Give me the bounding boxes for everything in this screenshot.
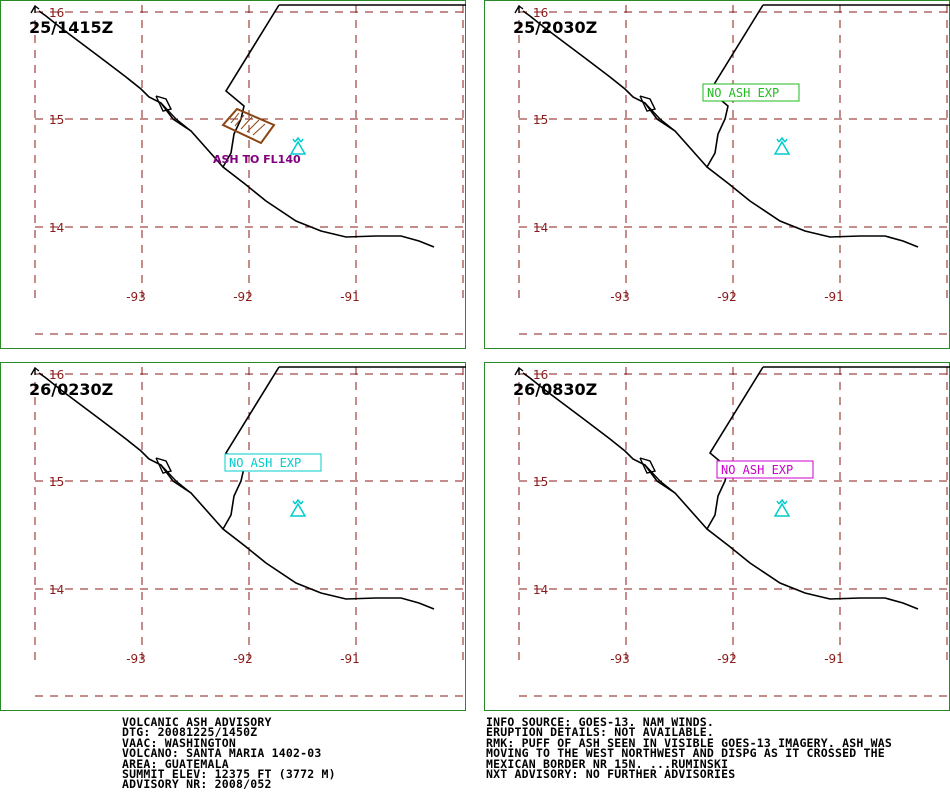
no-ash-label: NO ASH EXP <box>721 463 793 477</box>
advisory-right: INFO SOURCE: GOES-13. NAM WINDS. ERUPTIO… <box>486 715 893 782</box>
panel-timestamp: 25/2030Z <box>513 18 598 37</box>
no-ash-box <box>702 83 800 102</box>
longitude-label: -91 <box>340 290 360 304</box>
advisory-line: RMK: PUFF OF ASH SEEN IN VISIBLE GOES-13… <box>486 735 893 750</box>
advisory-line: AREA: GUATEMALA <box>122 756 229 771</box>
latitude-label: 16 <box>533 368 548 382</box>
border-line <box>155 457 192 494</box>
map-corner-mark <box>514 4 524 14</box>
volcano-icon <box>773 498 791 517</box>
map-panel: 16 15 14 -93 -92 -91 NO ASH EXP 25/2030Z <box>484 0 950 349</box>
longitude-label: -92 <box>717 290 737 304</box>
longitude-label: -93 <box>126 290 146 304</box>
advisory-left: VOLCANIC ASH ADVISORY DTG: 20081225/1450… <box>122 715 336 792</box>
map-panel: 16 15 14 -93 -92 -91 ASH TO FL140 25/1415Z <box>0 0 466 349</box>
map-panel: 16 15 14 -93 -92 -91 NO ASH EXP 26/0230Z <box>0 362 466 711</box>
ash-area <box>221 107 276 145</box>
ash-label: ASH TO FL140 <box>213 153 301 166</box>
coastline <box>38 366 466 610</box>
latitude-label: 15 <box>533 475 548 489</box>
longitude-label: -91 <box>824 652 844 666</box>
latitude-label: 14 <box>49 221 64 235</box>
advisory-line: VOLCANO: SANTA MARIA 1402-03 <box>122 746 322 761</box>
panel-timestamp: 26/0830Z <box>513 380 598 399</box>
map-svg: 16 15 14 -93 -92 -91 NO ASH EXP <box>514 366 950 697</box>
advisory-line: INFO SOURCE: GOES-13. NAM WINDS. <box>486 715 714 729</box>
volcano-icon <box>773 136 791 155</box>
no-ash-box <box>224 453 322 472</box>
border-line <box>639 95 676 132</box>
no-ash-label: NO ASH EXP <box>707 86 779 100</box>
no-ash-box <box>716 460 814 479</box>
longitude-label: -91 <box>824 290 844 304</box>
longitude-label: -92 <box>717 652 737 666</box>
lat-lon-grid <box>34 5 464 335</box>
advisory-line: MEXICAN BORDER NR 15N. ...RUMINSKI <box>486 756 729 771</box>
latitude-label: 14 <box>49 583 64 597</box>
advisory-line: SUMMIT ELEV: 12375 FT (3772 M) <box>122 767 336 782</box>
latitude-label: 16 <box>533 6 548 20</box>
advisory-line: ERUPTION DETAILS: NOT AVAILABLE. <box>486 725 714 740</box>
latitude-label: 15 <box>49 475 64 489</box>
longitude-label: -93 <box>610 290 630 304</box>
advisory-line: ADVISORY NR: 2008/052 <box>122 777 272 792</box>
latitude-label: 14 <box>533 221 548 235</box>
map-corner-mark <box>30 366 40 376</box>
advisory-line: DTG: 20081225/1450Z <box>122 725 258 740</box>
map-corner-mark <box>30 4 40 14</box>
longitude-label: -92 <box>233 290 253 304</box>
coastline <box>522 4 950 248</box>
panel-timestamp: 26/0230Z <box>29 380 114 399</box>
latitude-label: 14 <box>533 583 548 597</box>
map-corner-mark <box>514 366 524 376</box>
coastline <box>38 4 466 248</box>
longitude-label: -93 <box>126 652 146 666</box>
volcano-icon <box>289 498 307 517</box>
map-svg: 16 15 14 -93 -92 -91 NO ASH EXP <box>30 366 466 697</box>
advisory-line: MOVING TO THE WEST NORTHWEST AND DISPG A… <box>486 746 885 761</box>
advisory-line: VOLCANIC ASH ADVISORY <box>122 715 272 729</box>
latitude-label: 15 <box>533 113 548 127</box>
map-svg: 16 15 14 -93 -92 -91 ASH TO FL140 <box>30 4 466 335</box>
volcano-icon <box>289 136 307 155</box>
border-line <box>639 457 676 494</box>
advisory-line: VAAC: WASHINGTON <box>122 735 236 750</box>
longitude-label: -93 <box>610 652 630 666</box>
advisory-line: NXT ADVISORY: NO FURTHER ADVISORIES <box>486 767 736 782</box>
latitude-label: 16 <box>49 368 64 382</box>
longitude-label: -92 <box>233 652 253 666</box>
longitude-label: -91 <box>340 652 360 666</box>
map-svg: 16 15 14 -93 -92 -91 NO ASH EXP <box>514 4 950 335</box>
coastline <box>522 366 950 610</box>
map-panel: 16 15 14 -93 -92 -91 NO ASH EXP 26/0830Z <box>484 362 950 711</box>
panel-timestamp: 25/1415Z <box>29 18 114 37</box>
latitude-label: 16 <box>49 6 64 20</box>
no-ash-label: NO ASH EXP <box>229 456 301 470</box>
latitude-label: 15 <box>49 113 64 127</box>
lat-lon-grid <box>518 367 948 697</box>
border-line <box>155 95 192 132</box>
